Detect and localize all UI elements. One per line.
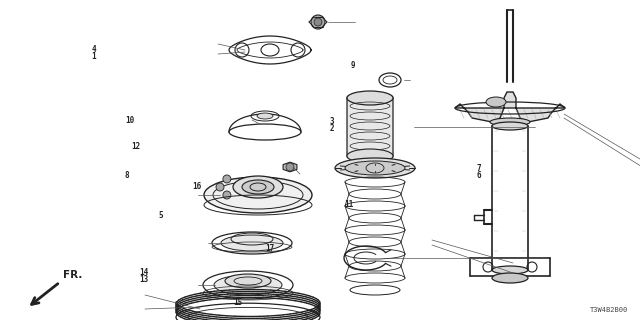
Ellipse shape	[335, 158, 415, 178]
Ellipse shape	[225, 274, 271, 288]
Text: 5: 5	[159, 211, 163, 220]
Text: 17: 17	[266, 244, 275, 253]
Circle shape	[223, 191, 231, 199]
Text: 10: 10	[125, 116, 134, 124]
Circle shape	[223, 175, 231, 183]
Ellipse shape	[492, 266, 528, 274]
Text: 1: 1	[92, 52, 96, 60]
Ellipse shape	[492, 273, 528, 283]
Circle shape	[286, 163, 294, 171]
FancyBboxPatch shape	[347, 96, 393, 158]
Ellipse shape	[214, 275, 282, 295]
Ellipse shape	[204, 177, 312, 213]
Circle shape	[314, 18, 322, 26]
Text: 4: 4	[92, 45, 96, 54]
Ellipse shape	[257, 113, 273, 119]
Text: 11: 11	[344, 200, 353, 209]
Text: 3: 3	[330, 117, 334, 126]
Text: 2: 2	[330, 124, 334, 132]
Text: 9: 9	[351, 61, 355, 70]
Text: FR.: FR.	[63, 270, 83, 280]
Text: 15: 15	[234, 298, 243, 307]
Text: 16: 16	[192, 182, 201, 191]
Ellipse shape	[347, 91, 393, 105]
Ellipse shape	[486, 97, 506, 107]
Text: 14: 14	[140, 268, 148, 277]
Polygon shape	[283, 162, 297, 172]
Circle shape	[216, 183, 224, 191]
Text: T3W4B2B00: T3W4B2B00	[589, 307, 628, 313]
Text: 13: 13	[140, 275, 148, 284]
Ellipse shape	[233, 176, 283, 198]
Ellipse shape	[242, 180, 274, 194]
Ellipse shape	[492, 122, 528, 130]
Ellipse shape	[347, 149, 393, 163]
Ellipse shape	[345, 161, 405, 175]
Text: 7: 7	[477, 164, 481, 173]
Text: 12: 12	[131, 142, 140, 151]
Ellipse shape	[221, 235, 283, 251]
Ellipse shape	[490, 118, 530, 126]
Text: 8: 8	[125, 171, 129, 180]
Text: 6: 6	[477, 171, 481, 180]
Polygon shape	[455, 92, 565, 122]
Circle shape	[311, 15, 325, 29]
